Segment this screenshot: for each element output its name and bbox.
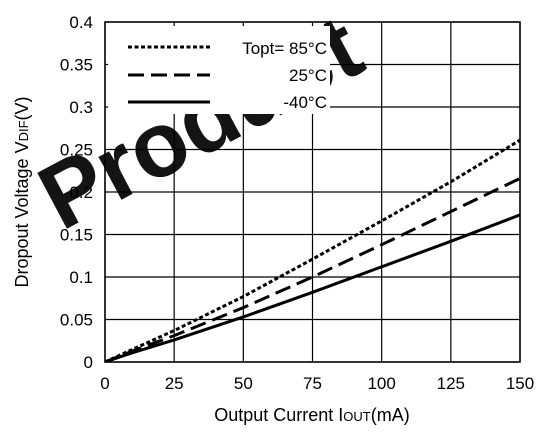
series-lines [105, 138, 520, 362]
y-tick-label: 0.25 [60, 141, 93, 160]
legend: Topt= 85°C 25°C -40°C [108, 26, 330, 114]
x-tick-label: 50 [234, 374, 253, 393]
legend-label: Topt= 85°C [242, 39, 327, 58]
x-axis-title-unit: (mA) [371, 405, 410, 425]
x-tick-label: 0 [100, 374, 109, 393]
y-axis-title-subscript: DIF [16, 120, 31, 141]
y-tick-label: 0.2 [69, 183, 93, 202]
x-axis-title-main: Output Current I [214, 405, 343, 425]
legend-label: -40°C [283, 93, 327, 112]
legend-background [108, 26, 330, 114]
y-axis-title: Dropout Voltage VDIF(V) [12, 96, 32, 287]
x-tick-label: 100 [367, 374, 395, 393]
series-line-dotted [105, 138, 520, 362]
x-tick-label: 125 [437, 374, 465, 393]
legend-label: 25°C [289, 66, 327, 85]
x-axis-title-subscript: OUT [343, 409, 371, 424]
y-tick-label: 0.3 [69, 98, 93, 117]
y-axis-ticks: 0 0.05 0.1 0.15 0.2 0.25 0.3 0.35 0.4 [60, 13, 93, 372]
y-axis-title-unit: (V) [12, 96, 32, 120]
y-tick-label: 0.15 [60, 226, 93, 245]
y-axis-title-main: Dropout Voltage V [12, 141, 32, 287]
y-tick-label: 0.05 [60, 311, 93, 330]
series-line-solid [105, 213, 520, 362]
x-tick-label: 75 [303, 374, 322, 393]
x-axis-title: Output Current IOUT(mA) [214, 405, 410, 425]
y-tick-label: 0.35 [60, 56, 93, 75]
series-line-dashed [105, 177, 520, 362]
x-axis-ticks: 0 25 50 75 100 125 150 [100, 374, 534, 393]
x-tick-label: 150 [506, 374, 534, 393]
x-tick-label: 25 [165, 374, 184, 393]
y-tick-label: 0.4 [69, 13, 93, 32]
y-tick-label: 0 [84, 353, 93, 372]
plot-frame [104, 21, 521, 363]
y-tick-label: 0.1 [69, 268, 93, 287]
